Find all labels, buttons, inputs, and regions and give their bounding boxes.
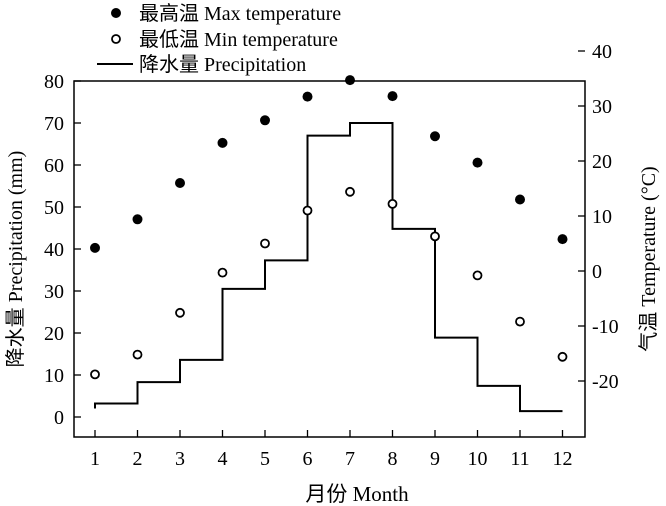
min-temp-point bbox=[217, 267, 228, 278]
legend-max-marker bbox=[111, 8, 121, 18]
x-tick-label: 10 bbox=[468, 448, 488, 470]
left-tick-label: 70 bbox=[44, 113, 64, 135]
min-temp-point bbox=[132, 349, 143, 360]
x-tick-label: 9 bbox=[430, 448, 440, 470]
x-tick-label: 6 bbox=[303, 448, 313, 470]
right-tick-label: 20 bbox=[592, 151, 612, 173]
min-temp-point bbox=[345, 186, 355, 197]
min-temp-point bbox=[430, 231, 440, 242]
plot-frame bbox=[73, 80, 586, 438]
x-tick-label: 12 bbox=[553, 448, 573, 470]
left-tick-label: 30 bbox=[44, 281, 64, 303]
max-temp-point bbox=[345, 75, 355, 86]
right-tick-label: -20 bbox=[592, 371, 619, 393]
max-temp-point bbox=[430, 131, 440, 142]
min-temp-point bbox=[472, 270, 483, 281]
x-axis: 1 2 3 4 5 6 7 8 9 10 11 12 bbox=[90, 430, 573, 470]
max-temp-point bbox=[472, 157, 483, 168]
min-temp-point bbox=[260, 238, 270, 249]
x-tick-label: 5 bbox=[260, 448, 270, 470]
right-tick-label: 0 bbox=[592, 261, 602, 283]
x-tick-label: 8 bbox=[388, 448, 398, 470]
legend: 最高温 Max temperature 最低温 Min temperature降水… bbox=[97, 2, 341, 76]
max-temp-point bbox=[90, 242, 100, 253]
y-axis-left-title: 降水量 Precipitation (mm) bbox=[4, 151, 27, 368]
max-temp-point bbox=[217, 137, 228, 148]
x-axis-title: 月份 Month bbox=[305, 482, 409, 506]
legend-label: 降水量 Precipitation bbox=[139, 53, 306, 76]
left-tick-label: 40 bbox=[44, 239, 64, 261]
max-temp-point bbox=[387, 91, 398, 102]
left-tick-label: 60 bbox=[44, 155, 64, 177]
series-layer bbox=[90, 75, 568, 413]
min-temp-point bbox=[557, 351, 568, 362]
max-temp-point bbox=[132, 214, 143, 225]
right-axis: -20 -10 0 10 20 30 40 bbox=[578, 41, 619, 393]
left-tick-label: 0 bbox=[54, 407, 64, 429]
legend-min-marker bbox=[111, 34, 121, 44]
x-tick-label: 2 bbox=[133, 448, 143, 470]
max-temp-point bbox=[557, 234, 568, 245]
x-tick-label: 11 bbox=[510, 448, 529, 470]
right-tick-label: 10 bbox=[592, 206, 612, 228]
x-tick-label: 4 bbox=[218, 448, 228, 470]
left-tick-label: 80 bbox=[44, 71, 64, 93]
min-temp-point bbox=[302, 205, 313, 216]
right-tick-label: -10 bbox=[592, 316, 619, 338]
min-temp-point bbox=[387, 198, 398, 209]
min-temp-point bbox=[515, 316, 525, 327]
precipitation-step-line bbox=[94, 122, 563, 413]
right-tick-label: 40 bbox=[592, 41, 612, 63]
max-temp-point bbox=[515, 194, 525, 205]
legend-label: 最低温 Min temperature bbox=[139, 28, 338, 51]
x-tick-label: 7 bbox=[345, 448, 355, 470]
y-axis-right-title: 气温 Temperature (°C) bbox=[637, 166, 660, 351]
max-temp-point bbox=[260, 115, 270, 126]
left-tick-label: 50 bbox=[44, 197, 64, 219]
min-temp-point bbox=[175, 307, 185, 318]
left-tick-label: 20 bbox=[44, 323, 64, 345]
right-tick-label: 30 bbox=[592, 96, 612, 118]
left-tick-label: 10 bbox=[44, 365, 64, 387]
legend-label: 最高温 Max temperature bbox=[139, 2, 341, 25]
x-tick-label: 1 bbox=[90, 448, 100, 470]
max-temp-point bbox=[302, 91, 313, 102]
x-tick-label: 3 bbox=[175, 448, 185, 470]
max-temp-point bbox=[175, 178, 185, 188]
min-temp-point bbox=[90, 369, 100, 380]
left-axis: 0 10 20 30 40 50 60 70 80 bbox=[44, 71, 81, 429]
